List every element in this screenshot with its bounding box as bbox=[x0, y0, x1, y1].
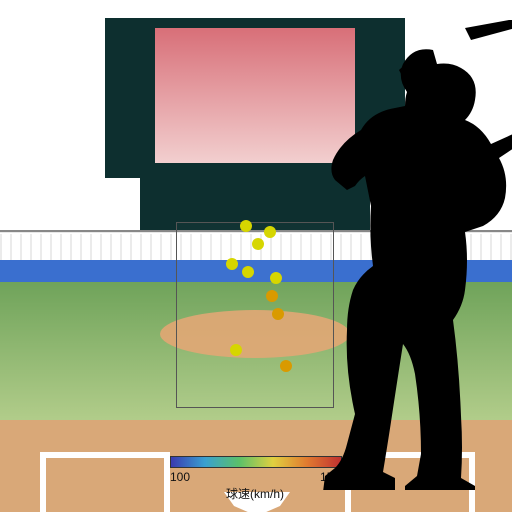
pitch-marker bbox=[280, 360, 292, 372]
pitch-marker bbox=[266, 290, 278, 302]
strike-zone bbox=[176, 222, 334, 408]
pitch-marker bbox=[230, 344, 242, 356]
box-line bbox=[40, 452, 170, 458]
pitch-marker bbox=[252, 238, 264, 250]
pitch-marker bbox=[264, 226, 276, 238]
pitch-marker bbox=[242, 266, 254, 278]
pitch-marker bbox=[272, 308, 284, 320]
box-line bbox=[40, 452, 46, 512]
batter-silhouette bbox=[315, 20, 512, 490]
pitch-marker bbox=[226, 258, 238, 270]
legend-tick: 100 bbox=[170, 470, 190, 484]
chart-canvas: 100 150 球速(km/h) bbox=[0, 0, 512, 512]
pitch-marker bbox=[270, 272, 282, 284]
pitch-marker bbox=[240, 220, 252, 232]
